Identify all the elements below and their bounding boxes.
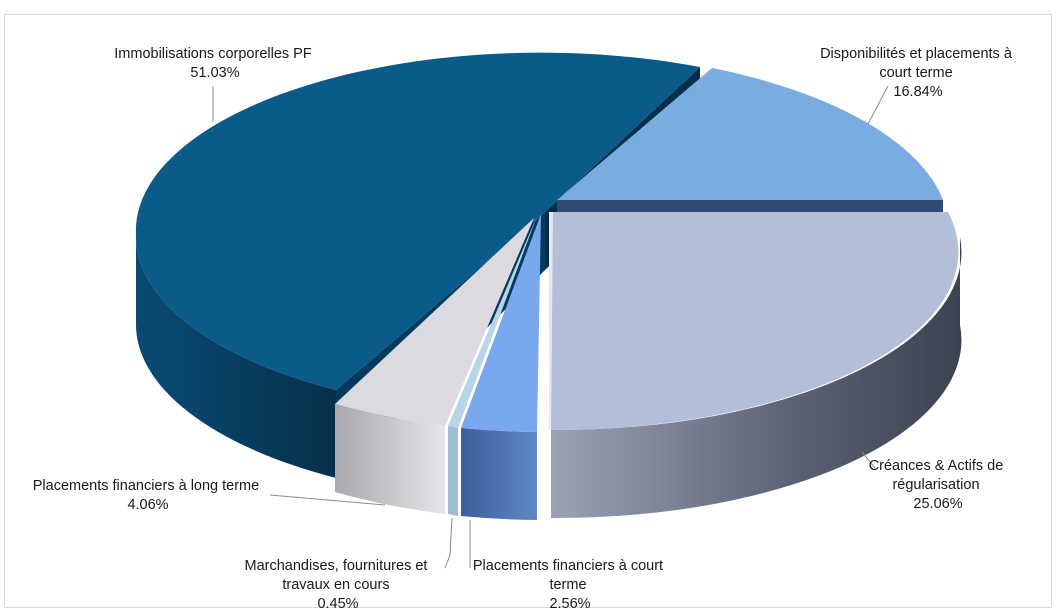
label-placements-long: Placements financiers à long terme 4.06%: [33, 478, 264, 513]
label-placements-court: Placements financiers à court terme 2.56…: [473, 558, 667, 612]
leader-disponibilites: [867, 85, 889, 125]
slice-disponibilites: [557, 68, 943, 212]
slice-placements-court: [461, 214, 541, 520]
label-disponibilites: Disponibilités et placements à court ter…: [820, 46, 1016, 100]
leader-creances: [861, 451, 876, 469]
label-marchandises: Marchandises, fournitures et travaux en …: [245, 558, 432, 612]
label-immobilisations: Immobilisations corporelles PF 51.03%: [114, 46, 315, 81]
slice-marchandises: [448, 216, 537, 516]
label-creances: Créances & Actifs de régularisation 25.0…: [869, 458, 1008, 512]
slice-placements-long: [335, 218, 534, 514]
leader-marchandises: [444, 517, 453, 569]
leader-placements-long: [269, 494, 386, 506]
slice-creances: [549, 212, 962, 519]
